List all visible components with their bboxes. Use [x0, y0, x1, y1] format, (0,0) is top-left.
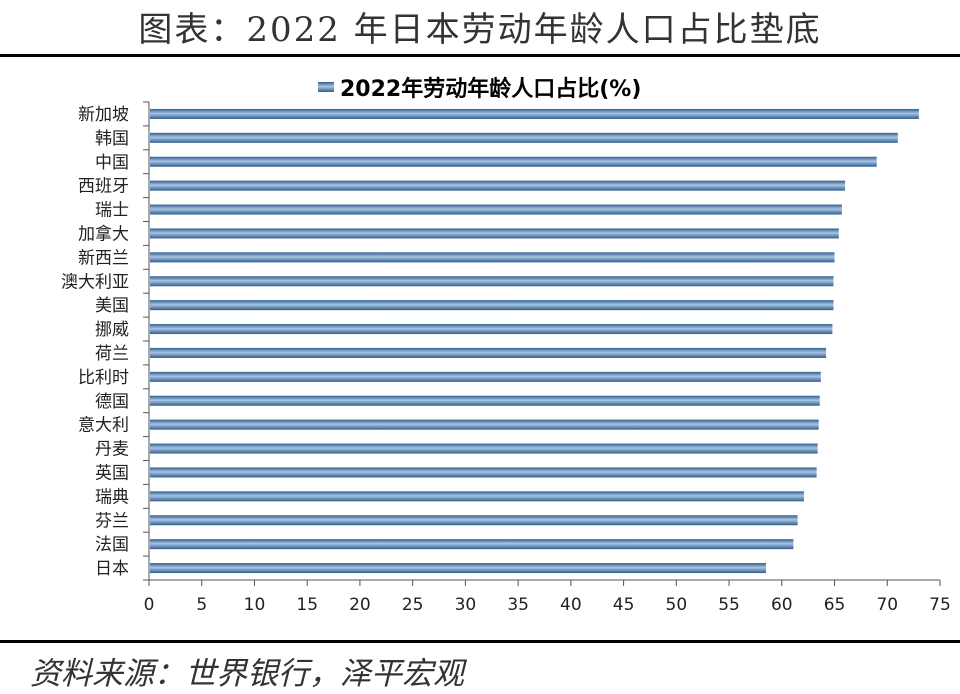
x-tick-label: 15: [296, 595, 318, 615]
bar: [150, 204, 842, 215]
category-label: 澳大利亚: [61, 272, 129, 292]
x-tick-label: 50: [666, 595, 688, 615]
category-label: 挪威: [95, 320, 129, 340]
category-label: 法国: [95, 535, 129, 555]
category-label: 日本: [95, 559, 129, 579]
bar-chart: 2022年劳动年龄人口占比(%) 新加坡韩国中国西班牙瑞士加拿大新西兰澳大利亚美…: [61, 76, 951, 615]
category-label: 中国: [95, 153, 129, 173]
bar: [150, 467, 817, 478]
bar: [150, 539, 794, 550]
title-divider: [0, 54, 960, 57]
category-label: 瑞士: [95, 201, 129, 221]
x-tick-label: 70: [876, 595, 898, 615]
category-label: 新加坡: [78, 105, 129, 125]
x-tick-label: 40: [560, 595, 582, 615]
x-tick-label: 30: [455, 595, 477, 615]
bar: [150, 563, 766, 574]
bar: [150, 156, 877, 167]
bar: [150, 228, 839, 239]
bar: [150, 300, 834, 311]
bar: [150, 180, 846, 191]
bar: [150, 371, 821, 382]
bar: [150, 347, 827, 358]
category-label: 意大利: [78, 416, 129, 436]
chart-legend: 2022年劳动年龄人口占比(%): [318, 76, 641, 102]
source-note: 资料来源：世界银行，泽平宏观: [30, 656, 464, 692]
category-label: 丹麦: [95, 440, 129, 460]
source-divider: [0, 640, 960, 643]
category-label: 芬兰: [95, 511, 129, 531]
category-label: 美国: [95, 296, 129, 316]
bar: [150, 276, 834, 287]
category-label: 加拿大: [78, 223, 129, 244]
bar: [150, 132, 898, 143]
x-tick-label: 20: [349, 595, 371, 615]
x-tick-label: 0: [144, 595, 155, 615]
x-tick-label: 60: [771, 595, 793, 615]
bar: [150, 108, 919, 119]
bar: [150, 419, 819, 430]
category-label: 荷兰: [95, 344, 129, 364]
bar: [150, 491, 804, 502]
category-label: 瑞典: [95, 487, 129, 507]
x-tick-label: 25: [402, 595, 424, 615]
category-label: 比利时: [78, 368, 129, 388]
bar: [150, 252, 835, 263]
x-tick-label: 75: [929, 595, 951, 615]
x-tick-label: 5: [196, 595, 207, 615]
x-tick-label: 55: [718, 595, 740, 615]
category-label: 西班牙: [78, 177, 129, 197]
legend-label: 2022年劳动年龄人口占比(%): [340, 76, 641, 102]
bar: [150, 443, 818, 454]
category-label: 德国: [95, 392, 129, 412]
bar: [150, 515, 798, 526]
category-label: 英国: [95, 463, 129, 483]
x-tick-label: 35: [507, 595, 529, 615]
x-tick-label: 10: [244, 595, 266, 615]
x-tick-label: 65: [824, 595, 846, 615]
category-label: 新西兰: [78, 248, 129, 268]
category-label: 韩国: [95, 129, 129, 149]
legend-swatch: [318, 82, 334, 92]
bar: [150, 395, 820, 406]
x-tick-label: 45: [613, 595, 635, 615]
page-title: 图表：2022 年日本劳动年龄人口占比垫底: [138, 10, 822, 50]
bar: [150, 324, 833, 335]
